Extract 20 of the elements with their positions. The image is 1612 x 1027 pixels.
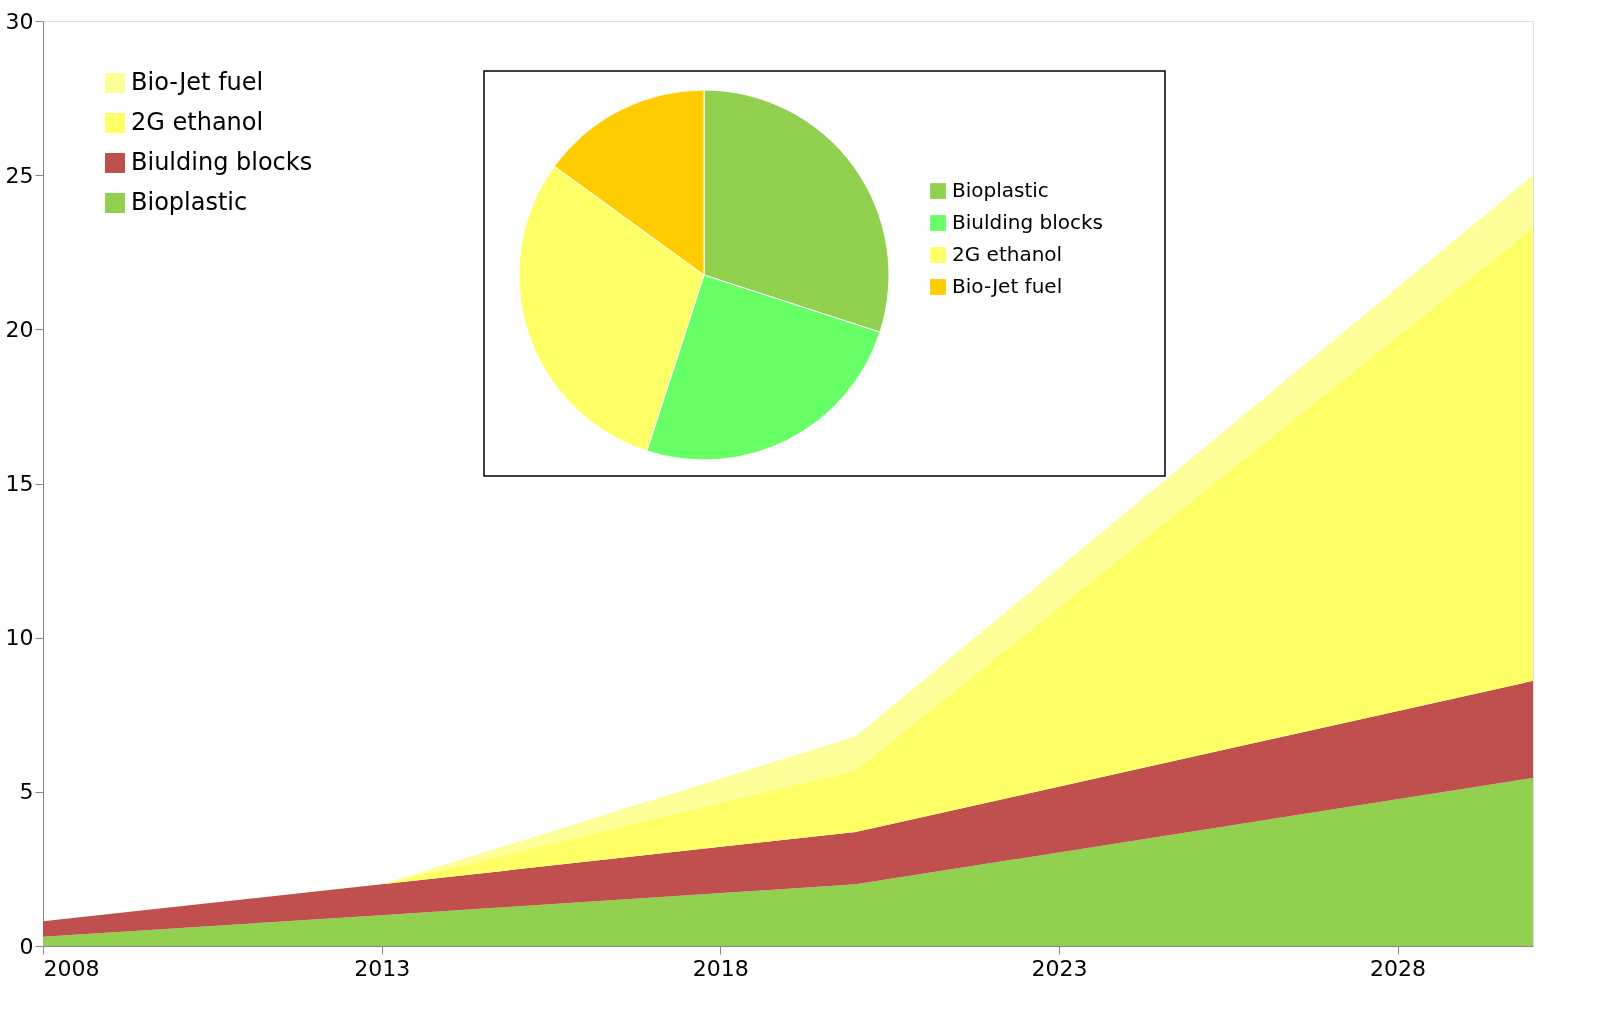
x-tick-label: 2023 bbox=[1031, 955, 1088, 981]
legend-label: Bioplastic bbox=[131, 188, 248, 216]
y-tick-label: 25 bbox=[5, 162, 34, 188]
legend-label: 2G ethanol bbox=[131, 108, 264, 136]
y-tick-label: 30 bbox=[5, 8, 34, 34]
x-tick-label: 2028 bbox=[1370, 955, 1427, 981]
x-tick-label: 2013 bbox=[354, 955, 411, 981]
y-tick-label: 0 bbox=[19, 933, 34, 959]
legend-label: Bio-Jet fuel bbox=[131, 68, 264, 96]
legend-label: Bioplastic bbox=[952, 178, 1049, 202]
legend-label: 2G ethanol bbox=[952, 242, 1063, 266]
legend-label: Bio-Jet fuel bbox=[952, 274, 1063, 298]
y-tick-label: 5 bbox=[19, 779, 34, 805]
y-tick-label: 20 bbox=[5, 316, 34, 342]
legend-label: Biulding blocks bbox=[131, 148, 313, 176]
y-tick-label: 10 bbox=[5, 625, 34, 651]
legend-label: Biulding blocks bbox=[952, 210, 1103, 234]
y-tick-label: 15 bbox=[5, 471, 34, 496]
x-tick-label: 2018 bbox=[692, 955, 749, 981]
x-tick-label: 2008 bbox=[43, 955, 100, 981]
